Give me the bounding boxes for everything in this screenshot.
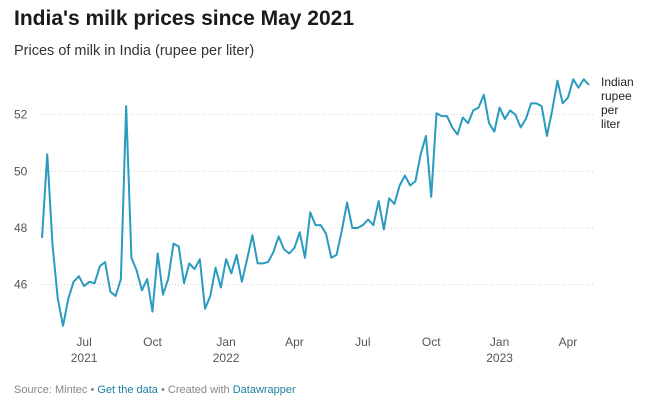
series-label: Indian rupee per liter — [601, 75, 634, 131]
line — [41, 78, 590, 327]
x-tick-label: Oct — [422, 335, 441, 349]
footer-get-data[interactable]: Get the data — [97, 384, 158, 396]
footer: Source: Mintec • Get the data • Created … — [14, 384, 296, 396]
chart-title: India's milk prices since May 2021 — [14, 7, 354, 30]
x-tick-label: Apr — [285, 335, 304, 349]
y-tick-label: 48 — [14, 221, 28, 235]
x-tick-label: Jan 2022 — [213, 335, 240, 365]
chart-subtitle: Prices of milk in India (rupee per liter… — [14, 43, 254, 59]
footer-created: Created with — [168, 384, 230, 396]
x-tick-label: Apr — [559, 335, 578, 349]
y-tick-label: 52 — [14, 108, 28, 122]
x-tick-label: Jan 2023 — [486, 335, 513, 365]
x-tick-label: Jul — [355, 335, 370, 349]
footer-separator: • — [161, 384, 165, 396]
y-tick-label: 46 — [14, 278, 28, 292]
y-tick-label: 50 — [14, 164, 28, 178]
x-tick-label: Jul 2021 — [71, 335, 98, 365]
footer-tool[interactable]: Datawrapper — [233, 384, 296, 396]
footer-source: Source: Mintec — [14, 384, 88, 396]
x-tick-label: Oct — [143, 335, 162, 349]
footer-separator: • — [90, 384, 94, 396]
